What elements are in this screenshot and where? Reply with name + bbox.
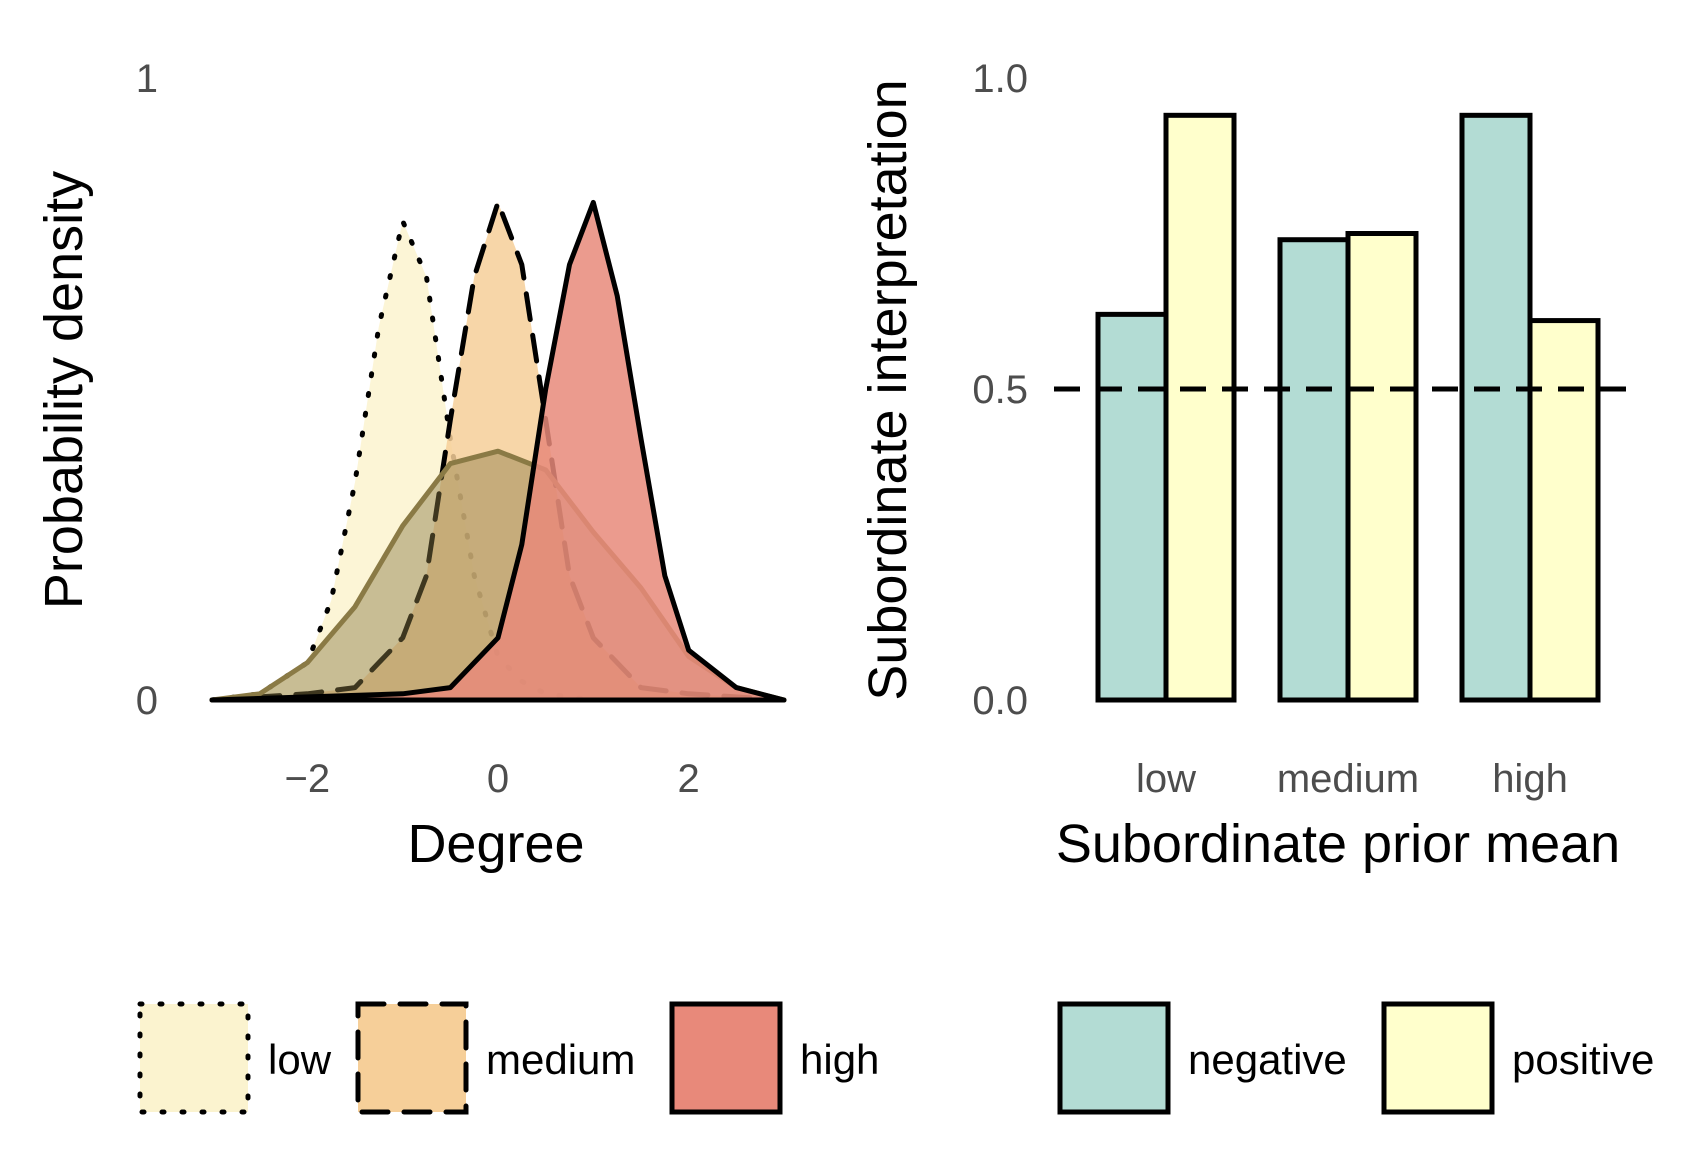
- bar-medium-negative: [1277, 237, 1351, 703]
- legend-key-medium: [355, 1001, 469, 1115]
- density-y-tick-label: 1: [136, 57, 158, 101]
- legend-label-positive: positive: [1512, 1036, 1654, 1083]
- legend-label-low: low: [268, 1036, 332, 1083]
- legend-label-high: high: [800, 1036, 879, 1083]
- density-x-tick-label: 2: [678, 757, 700, 801]
- density-area-high: [209, 199, 787, 703]
- bar-high-positive: [1527, 318, 1601, 703]
- bar-y-tick-label: 1.0: [972, 57, 1028, 101]
- density-x-axis-title: Degree: [407, 814, 584, 874]
- density-y-ticks: 01: [136, 57, 158, 723]
- legend-key-positive: [1381, 1001, 1495, 1115]
- bar-x-tick-label: medium: [1277, 757, 1419, 801]
- legend-key-high: [669, 1001, 783, 1115]
- bar-medium-positive: [1345, 231, 1419, 703]
- bar-y-axis-title: Subordinate interpretation: [858, 79, 918, 700]
- density-areas: [209, 199, 787, 703]
- legend-key-negative: [1057, 1001, 1171, 1115]
- bar-legend: negative positive: [1057, 1001, 1654, 1115]
- bar-x-tick-label: low: [1136, 757, 1196, 801]
- legend-label-medium: medium: [486, 1036, 635, 1083]
- bar-high-negative: [1459, 112, 1533, 703]
- density-x-ticks: −2 0 2: [285, 757, 700, 801]
- bar-y-tick-label: 0.5: [972, 368, 1028, 412]
- bar-y-ticks: 0.0 0.5 1.0: [972, 57, 1028, 723]
- density-y-tick-label: 0: [136, 679, 158, 723]
- bar-x-axis-title: Subordinate prior mean: [1056, 814, 1620, 874]
- density-x-tick-label: 0: [487, 757, 509, 801]
- bar-low-negative: [1095, 311, 1169, 703]
- bar-low-positive: [1163, 112, 1237, 703]
- density-y-axis-title: Probability density: [34, 171, 94, 609]
- bar-y-tick-label: 0.0: [972, 679, 1028, 723]
- legend-label-negative: negative: [1188, 1036, 1347, 1083]
- legend-key-low: [137, 1001, 251, 1115]
- bar-x-tick-label: high: [1492, 757, 1568, 801]
- bar-marks: [1054, 112, 1640, 703]
- density-legend: low medium high: [137, 1001, 879, 1115]
- bar-panel: low medium high 0.0 0.5 1.0 Subordinate prio…: [858, 57, 1640, 874]
- bar-x-ticks: low medium high: [1136, 757, 1568, 801]
- density-panel: −2 0 2 01 Degree Probability density: [34, 57, 787, 874]
- density-x-tick-label: −2: [285, 757, 331, 801]
